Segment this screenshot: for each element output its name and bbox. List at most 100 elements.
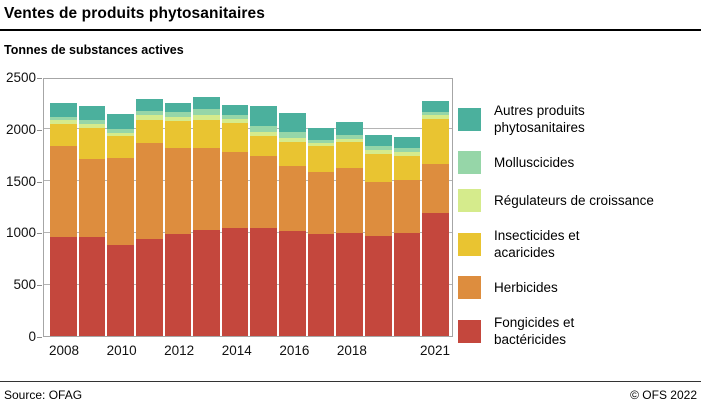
y-tick-1500 <box>37 181 42 183</box>
bar-segment <box>107 158 134 246</box>
legend-item: Régulateurs de croissance <box>458 189 700 212</box>
x-axis-label-2021: 2021 <box>420 343 451 358</box>
bar-segment <box>250 228 278 336</box>
y-axis-label-500: 500 <box>13 277 36 293</box>
chart-unit-label: Tonnes de substances actives <box>4 43 184 57</box>
x-axis-label-empty <box>369 343 393 358</box>
y-tick-0 <box>37 337 42 338</box>
bar-segment <box>221 151 249 229</box>
legend-swatch <box>458 319 481 343</box>
legend-item: Molluscicides <box>458 151 700 174</box>
legend: Autres produits phytosanitaires Molluscici… <box>458 102 700 363</box>
bar-segment <box>107 136 134 159</box>
bar-segment <box>279 230 306 336</box>
bar-2019 <box>365 79 392 336</box>
x-axis-label-empty <box>394 343 418 358</box>
y-axis-label-1500: 1500 <box>5 173 36 189</box>
bar-segment <box>336 138 364 143</box>
bar-segment <box>307 142 335 147</box>
bar-2008 <box>50 79 77 336</box>
y-tick-1000 <box>37 233 42 235</box>
bar-segment <box>193 148 220 230</box>
bar-segment <box>164 148 192 235</box>
legend-swatch <box>458 276 481 299</box>
x-axis-label-2010: 2010 <box>106 343 137 358</box>
bar-segment <box>135 119 163 143</box>
bar-segment <box>193 229 220 336</box>
legend-swatch <box>458 189 481 212</box>
x-axis-label-empty <box>254 343 278 358</box>
bar-segment <box>107 132 134 137</box>
legend-label: Autres produits phytosanitaires <box>494 103 585 135</box>
bars-row <box>44 79 452 336</box>
x-axis-labels: 2008 2010 2012 2014 2016 2018 2021 <box>43 343 453 358</box>
bar-segment <box>78 105 106 120</box>
legend-label: Insecticides et acaricides <box>494 228 580 260</box>
bar-segment <box>365 154 392 182</box>
bar-segment <box>307 146 335 172</box>
bar-segment <box>78 236 106 336</box>
bar-segment <box>135 98 163 111</box>
bar-segment <box>336 135 364 139</box>
bar-segment <box>307 234 335 336</box>
bar-segment <box>336 142 364 169</box>
bar-segment <box>422 100 449 112</box>
bar-segment <box>307 127 335 140</box>
legend-item: Insecticides et acaricides <box>458 227 700 261</box>
bar-segment <box>365 181 392 237</box>
bar-segment <box>50 102 77 117</box>
bar-segment <box>221 228 249 336</box>
bar-segment <box>279 112 306 133</box>
y-axis-label-2000: 2000 <box>5 121 36 137</box>
bar-segment <box>365 134 392 147</box>
bar-segment <box>422 118 449 164</box>
bar-segment <box>50 120 77 124</box>
bar-segment <box>365 146 392 151</box>
bar-segment <box>135 142 163 240</box>
y-axis-label-1000: 1000 <box>5 225 36 241</box>
bar-segment <box>393 155 421 180</box>
bar-segment <box>193 108 220 115</box>
bar-segment <box>336 121 364 136</box>
legend-item: Autres produits phytosanitaires <box>458 102 700 136</box>
legend-label: Molluscicides <box>494 155 575 170</box>
bar-segment <box>250 126 278 132</box>
legend-swatch <box>458 232 481 256</box>
bar-2010 <box>107 79 134 336</box>
bar-segment <box>107 128 134 133</box>
bar-segment <box>164 102 192 112</box>
bar-2017 <box>307 79 335 336</box>
y-tick-2500 <box>37 78 42 79</box>
bar-segment <box>422 115 449 119</box>
bar-segment <box>107 245 134 336</box>
bar-segment <box>250 131 278 136</box>
bar-2018 <box>336 79 364 336</box>
bar-segment <box>78 127 106 159</box>
bar-segment <box>107 113 134 129</box>
legend-label: Régulateurs de croissance <box>494 193 654 208</box>
bar-segment <box>393 151 421 156</box>
bar-segment <box>164 111 192 118</box>
bar-segment <box>78 119 106 124</box>
bar-2016 <box>279 79 306 336</box>
bar-segment <box>135 110 163 116</box>
bar-segment <box>365 150 392 155</box>
bar-segment <box>393 233 421 336</box>
bar-segment <box>221 123 249 152</box>
bar-segment <box>279 132 306 139</box>
y-tick-500 <box>37 285 42 287</box>
bar-segment <box>164 120 192 149</box>
bar-segment <box>250 105 278 127</box>
bar-segment <box>307 139 335 143</box>
bar-segment <box>336 233 364 336</box>
bar-segment <box>221 118 249 124</box>
legend-label: Herbicides <box>494 280 558 295</box>
bar-segment <box>193 97 220 109</box>
x-axis-label-2008: 2008 <box>49 343 80 358</box>
bar-segment <box>50 146 77 238</box>
plot-area <box>43 78 453 337</box>
bar-segment <box>393 147 421 152</box>
x-axis-label-2014: 2014 <box>221 343 252 358</box>
footer-divider <box>0 381 701 382</box>
